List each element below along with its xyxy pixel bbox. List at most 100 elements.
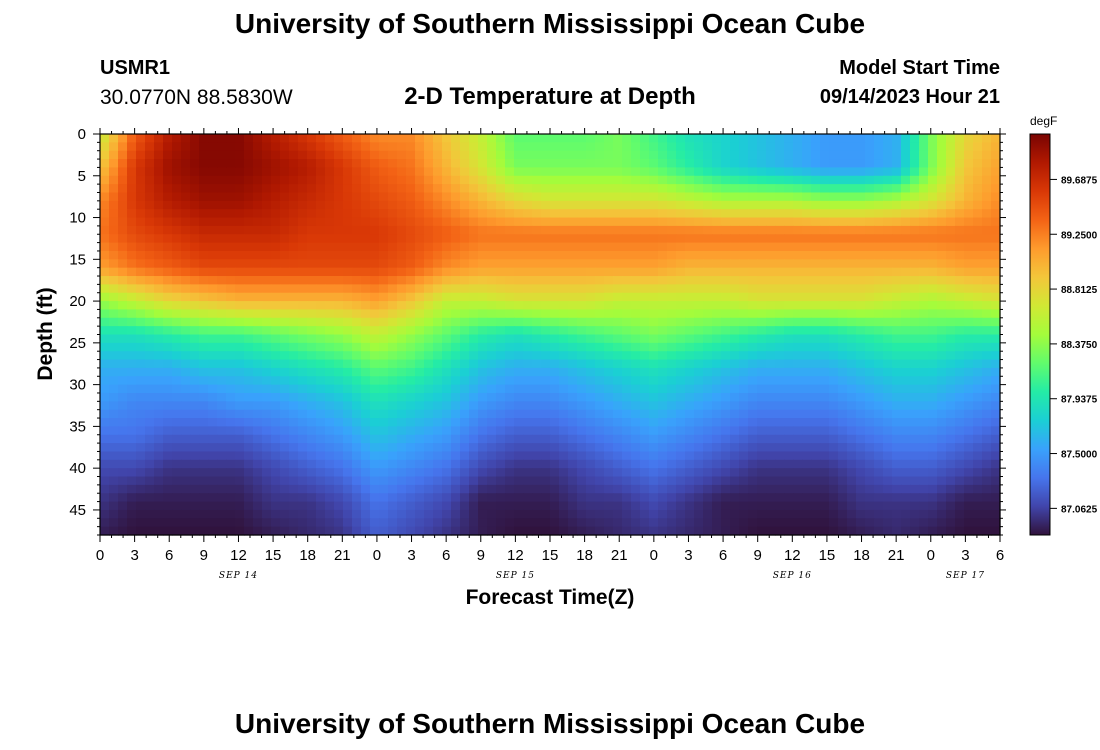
heatmap-cell: [568, 159, 578, 169]
heatmap-cell: [532, 167, 542, 177]
heatmap-cell: [433, 134, 443, 143]
heatmap-cell: [523, 159, 533, 169]
heatmap-cell: [757, 342, 767, 352]
heatmap-cell: [325, 376, 335, 386]
heatmap-cell: [163, 134, 173, 143]
heatmap-cell: [100, 184, 110, 194]
heatmap-cell: [829, 276, 839, 285]
heatmap-cell: [145, 409, 155, 419]
heatmap-cell: [910, 167, 920, 177]
heatmap-cell: [127, 509, 137, 519]
heatmap-cell: [991, 468, 1001, 478]
heatmap-cell: [811, 476, 821, 486]
heatmap-cell: [676, 434, 686, 444]
heatmap-cell: [172, 217, 182, 227]
heatmap-cell: [199, 242, 209, 252]
heatmap-cell: [820, 518, 830, 528]
heatmap-cell: [244, 409, 254, 419]
heatmap-cell: [352, 250, 362, 260]
heatmap-cell: [793, 209, 803, 219]
heatmap-cell: [784, 317, 794, 327]
heatmap-cell: [559, 217, 569, 227]
heatmap-cell: [217, 259, 227, 269]
heatmap-cell: [874, 392, 884, 402]
heatmap-cell: [964, 292, 974, 302]
heatmap-cell: [163, 401, 173, 411]
heatmap-cell: [514, 526, 524, 536]
heatmap-cell: [415, 250, 425, 260]
heatmap-cell: [379, 409, 389, 419]
heatmap-cell: [298, 451, 308, 461]
heatmap-cell: [586, 409, 596, 419]
heatmap-cell: [487, 134, 497, 143]
heatmap-cell: [694, 292, 704, 302]
heatmap-cell: [136, 217, 146, 227]
heatmap-cell: [172, 267, 182, 277]
heatmap-cell: [910, 159, 920, 169]
heatmap-cell: [289, 159, 299, 169]
heatmap-cell: [397, 259, 407, 269]
heatmap-cell: [244, 384, 254, 394]
heatmap-cell: [307, 526, 317, 536]
heatmap-cell: [928, 518, 938, 528]
heatmap-cell: [730, 276, 740, 285]
heatmap-cell: [874, 459, 884, 469]
heatmap-cell: [505, 192, 515, 202]
heatmap-cell: [640, 192, 650, 202]
heatmap-cell: [847, 217, 857, 227]
heatmap-cell: [433, 159, 443, 169]
heatmap-cell: [100, 326, 110, 336]
heatmap-cell: [811, 175, 821, 185]
heatmap-cell: [910, 225, 920, 235]
heatmap-cell: [775, 267, 785, 277]
heatmap-cell: [955, 493, 965, 503]
heatmap-cell: [811, 284, 821, 294]
heatmap-cell: [469, 359, 479, 369]
heatmap-cell: [865, 209, 875, 219]
heatmap-cell: [640, 409, 650, 419]
heatmap-cell: [532, 509, 542, 519]
heatmap-cell: [829, 501, 839, 511]
heatmap-cell: [433, 150, 443, 160]
heatmap-cell: [685, 317, 695, 327]
heatmap-cell: [361, 426, 371, 436]
heatmap-cell: [406, 401, 416, 411]
heatmap-cell: [190, 351, 200, 361]
heatmap-cell: [721, 242, 731, 252]
heatmap-cell: [361, 501, 371, 511]
heatmap-cell: [928, 426, 938, 436]
heatmap-cell: [460, 309, 470, 319]
heatmap-cell: [973, 184, 983, 194]
heatmap-cell: [712, 326, 722, 336]
heatmap-cell: [235, 443, 245, 453]
heatmap-cell: [892, 476, 902, 486]
heatmap-cell: [946, 242, 956, 252]
heatmap-cell: [244, 359, 254, 369]
heatmap-cell: [847, 317, 857, 327]
heatmap-cell: [307, 443, 317, 453]
heatmap-cell: [865, 493, 875, 503]
heatmap-cell: [775, 451, 785, 461]
heatmap-cell: [442, 276, 452, 285]
heatmap-cell: [739, 459, 749, 469]
heatmap-cell: [505, 234, 515, 244]
heatmap-cell: [217, 250, 227, 260]
heatmap-cell: [586, 134, 596, 143]
heatmap-cell: [559, 159, 569, 169]
heatmap-cell: [676, 459, 686, 469]
heatmap-cell: [595, 134, 605, 143]
heatmap-cell: [955, 518, 965, 528]
heatmap-cell: [739, 426, 749, 436]
heatmap-cell: [892, 242, 902, 252]
heatmap-cell: [370, 142, 380, 152]
heatmap-cell: [577, 418, 587, 427]
heatmap-cell: [721, 134, 731, 143]
heatmap-cell: [244, 209, 254, 219]
heatmap-cell: [685, 184, 695, 194]
heatmap-cell: [469, 518, 479, 528]
heatmap-cell: [955, 134, 965, 143]
heatmap-cell: [964, 276, 974, 285]
heatmap-cell: [208, 200, 218, 210]
heatmap-cell: [847, 376, 857, 386]
heatmap-cell: [388, 192, 398, 202]
